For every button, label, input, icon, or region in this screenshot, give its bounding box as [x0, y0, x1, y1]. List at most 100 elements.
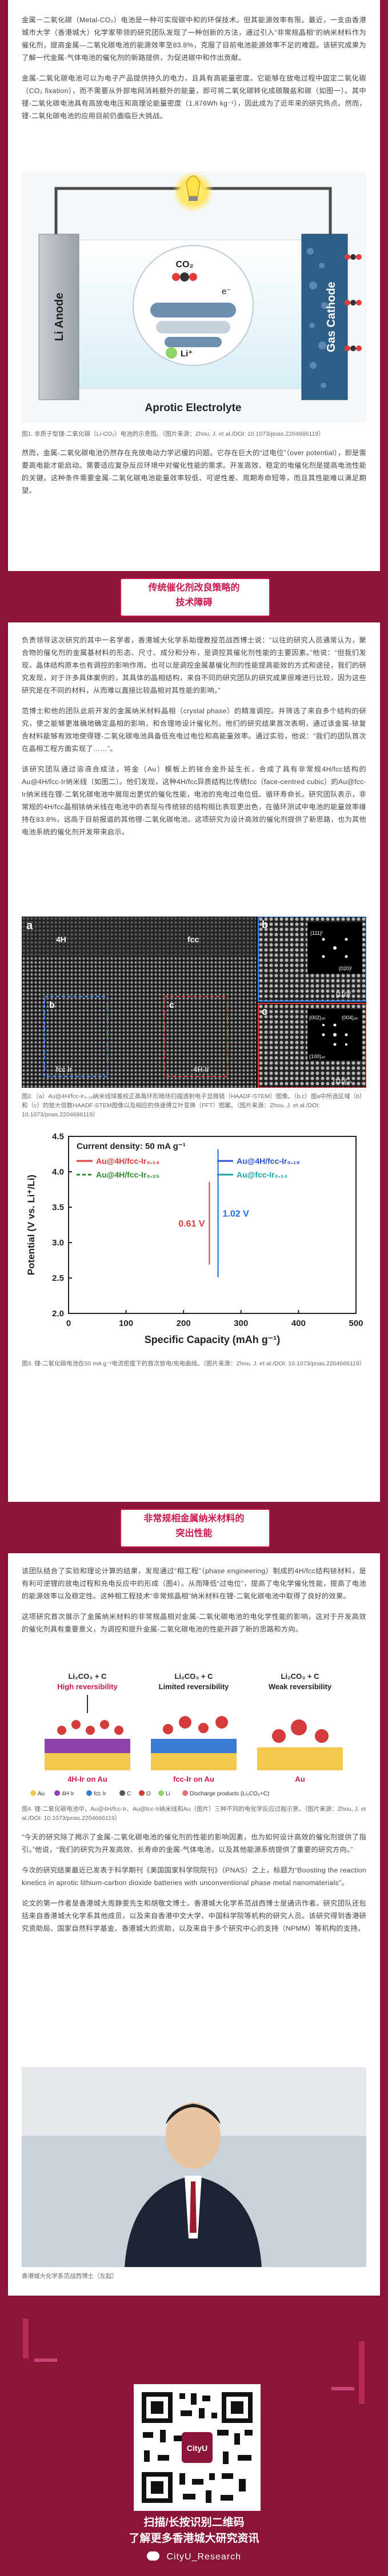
figure-1: Li Anode Gas Cathode — [22, 171, 366, 423]
haadf-stem-images: a 4H fcc b fcc Ir c 4H Ir b (111)ᶠ (020)… — [22, 916, 367, 1088]
wechat-account[interactable]: CityU_Research — [0, 2551, 388, 2562]
region-c-box — [164, 996, 228, 1077]
panel-3-subtitle: Weak reversibility — [269, 1682, 332, 1691]
base-label-4h-ir: 4H-Ir on Au — [67, 1775, 107, 1783]
account-name: CityU_Research — [166, 2552, 241, 2562]
y-axis-label: Potential (V vs. Li⁺/Li) — [26, 1175, 37, 1275]
legend-o: O — [146, 1791, 151, 1797]
figure-4-caption: 图4. 锂-二氧化碳电池中，Au@4H/fcc-Ir、Au@fcc-Ir纳米线和… — [22, 1806, 366, 1822]
fft-spots-b — [322, 938, 348, 958]
legend-label-1: Au@4H/fcc-Ir₀.₁₈ — [237, 1156, 300, 1166]
legend-fcc-ir: fcc Ir — [94, 1791, 106, 1797]
wechat-icon — [147, 2551, 160, 2561]
panel-au: Li₂CO₃ + C Weak reversibility Au — [257, 1672, 343, 1783]
intro-paragraph-3: 然而，金属-二氧化碳电池仍然存在充放电动力学迟缓的问题。它存在巨大的“过电位”（… — [22, 449, 366, 495]
gas-cathode-label: Gas Cathode — [325, 282, 338, 352]
electron-label: e⁻ — [222, 287, 231, 296]
x-tick-label-4: 400 — [291, 1319, 306, 1328]
y-tick-label-5: 4.5 — [52, 1132, 64, 1142]
li-co2-battery-diagram: Li Anode Gas Cathode — [22, 171, 366, 423]
fft-spot-002: (002)₄ₕ — [309, 1015, 326, 1020]
light-bulb-icon — [186, 175, 201, 197]
section-1-paragraph-1: 负责领导这次研究的其中一名学者，香港城大化学系助理教授范战西博士说：“以往的研究… — [22, 636, 366, 694]
section-2-paragraph-5: 论文的第一作者是香港城大周静雯先生和胡敬文博士。香港城大化学系范战西博士是通讯作… — [22, 1899, 366, 1932]
intro-paragraph-1: 金属－二氧化碳（Metal-CO₂）电池是一种可实现碳中和的环保技术。但其能源效… — [22, 16, 366, 62]
electrolyte-label: Aprotic Electrolyte — [145, 402, 242, 414]
figure-1-caption: 图1. 非质子型锂-二氧化碳（Li-CO₂）电池的示意图。（图片来源：Zhou,… — [22, 431, 325, 437]
panel-a-label: a — [26, 919, 33, 932]
region-4h-ir-label: 4H Ir — [193, 1065, 210, 1074]
panel-fcc-ir: Li₂CO₃ + C Limited reversibility fcc-Ir … — [151, 1672, 237, 1783]
gap-label-2: 1.02 V — [223, 1209, 250, 1219]
legend-au: Au — [38, 1791, 45, 1797]
zone-axis-b: [110]ᶠ — [336, 991, 351, 998]
x-tick-label-3: 300 — [234, 1319, 248, 1328]
x-tick-label-1: 100 — [119, 1319, 133, 1328]
section-2-paragraph-3: “今天的研究除了揭示了金属-二氧化碳电池的催化剂的性能的影响因素，也为如何设计高… — [22, 1833, 366, 1854]
carbonate-layer — [150, 303, 236, 347]
section-1: 负责领导这次研究的其中一名学者，香港城大化学系助理教授范战西博士说：“以往的研究… — [8, 622, 380, 1502]
y-tick-label-1: 2.5 — [52, 1273, 64, 1283]
base-label-au: Au — [295, 1775, 305, 1783]
li-ion-label: Li⁺ — [181, 349, 193, 359]
figure-3-caption: 图3. 锂-二氧化碳电池在50 mA g⁻¹电流密度下的首次放电/充电曲线。（图… — [22, 1360, 366, 1367]
potential-capacity-chart: 0 100 200 300 400 500 2.0 2.5 3.0 3.5 4.0 4.5 Specif… — [26, 1132, 363, 1345]
plot-frame — [68, 1136, 357, 1314]
section-2-title-line-2: 突出性能 — [175, 1529, 213, 1538]
section-1-paragraph-2: 范博士和他的团队此前开发的金属纳米材料晶相（crystal phase）的精准调… — [22, 707, 366, 753]
legend-label-0: Au@4H/fcc-Ir₀.₁₄ — [96, 1156, 159, 1166]
region-b-box — [44, 996, 108, 1077]
section-2-title-line-1: 非常规相金属纳米材料的 — [143, 1514, 245, 1524]
qr-logo-label: CityU — [187, 2444, 208, 2453]
fft-spots-c — [322, 1023, 348, 1046]
figure-2-caption: 图2.（a）Au@4H/fcc-Ir₀.₁₄纳米线球差校正高角环形暗场扫描透射电… — [22, 1093, 366, 1118]
co2-molecule-icon — [172, 272, 197, 282]
section-2: 该团队结合了实验和理论计算的结果，发现通过“相工程”（phase enginee… — [8, 1553, 380, 2296]
legend-label-2: Au@4H/fcc-Ir₀.₂₅ — [96, 1170, 159, 1179]
legend-4h-ir: 4H Ir — [62, 1791, 74, 1797]
section-2-paragraph-2: 这项研究首次展示了金属纳米材料的非常规晶相对金属-二氧化碳电池的电化学性能的影响… — [22, 1613, 366, 1633]
panel-4h-ir: Li₂CO₃ + C High reversibility 4H-Ir on A… — [45, 1672, 130, 1783]
footer-line-1: 扫描/长按识别二维码 — [143, 2517, 245, 2529]
co2-label: CO₂ — [175, 260, 193, 270]
figure-3: 0 100 200 300 400 500 2.0 2.5 3.0 3.5 4.0 4.5 Specif… — [22, 1125, 366, 1353]
intro-paragraph-2: 金属-二氧化碳电池可以为电子产品提供持久的电力，且具有高能量密度。它能够在放电过… — [22, 74, 366, 120]
figure-4-legend: Au 4H Ir fcc Ir C O Li Discharge product… — [30, 1790, 269, 1797]
section-1-title-line-2: 技术障碍 — [175, 598, 213, 608]
researcher-photo — [22, 2067, 366, 2267]
section-1-title-box — [120, 578, 270, 617]
y-tick-label-0: 2.0 — [52, 1309, 64, 1319]
li-ion-icon — [166, 347, 177, 359]
legend-li: Li — [166, 1791, 170, 1797]
y-tick-label-3: 3.5 — [52, 1203, 64, 1212]
panel-2-title: Li₂CO₃ + C — [174, 1672, 213, 1681]
region-fcc-ir-label: fcc Ir — [56, 1065, 73, 1074]
section-1-paragraph-3: 该研究团队通过溶液合成法，将金（Au）模板上的铱合金外延生长，合成了具有非常规4… — [22, 765, 366, 836]
panel-2-subtitle: Limited reversibility — [159, 1682, 230, 1691]
co2-molecules-right — [345, 254, 362, 351]
researcher-portrait-image — [22, 2067, 366, 2267]
section-2-paragraph-4: 今次的研究结果最近已发表于科学期刊《美国国家科学院院刊》（PNAS）之上，标题为… — [22, 1866, 366, 1887]
intro-section: 金属－二氧化碳（Metal-CO₂）电池是一种可实现碳中和的环保技术。但其能源效… — [8, 0, 380, 571]
fft-spot-004: (004)₄ₕ — [342, 1015, 358, 1020]
panel-c-inline-label: c — [169, 1000, 174, 1010]
figure-4: Li₂CO₃ + C High reversibility 4H-Ir on A… — [22, 1667, 366, 1799]
qr-code-image: CityU — [137, 2388, 257, 2507]
x-axis-label: Specific Capacity (mAh g⁻¹) — [145, 1334, 281, 1345]
section-2-title-box — [120, 1509, 270, 1548]
legend-c: C — [127, 1791, 131, 1797]
panel-1-subtitle: High reversibility — [57, 1682, 118, 1691]
fft-spot-100: (100)₄ₕ — [309, 1054, 326, 1059]
cathode-texture — [307, 248, 328, 388]
legend-label-3: Au@fcc-Ir₀.₁₄ — [237, 1170, 287, 1179]
y-tick-label-2: 3.0 — [52, 1238, 64, 1248]
y-tick-label-4: 4.0 — [52, 1167, 64, 1177]
figure-2: a 4H fcc b fcc Ir c 4H Ir b (111)ᶠ (020)… — [22, 916, 367, 1088]
chart-annotation: Current density: 50 mA g⁻¹ — [77, 1142, 186, 1151]
qr-code[interactable]: CityU — [134, 2384, 261, 2511]
x-tick-label-5: 500 — [349, 1319, 363, 1328]
x-tick-label-2: 200 — [177, 1319, 191, 1328]
photo-caption: 香港城大化学系范战西博士（左起） — [22, 2273, 118, 2280]
fft-spot-020: (020)ᶠ — [339, 966, 352, 971]
